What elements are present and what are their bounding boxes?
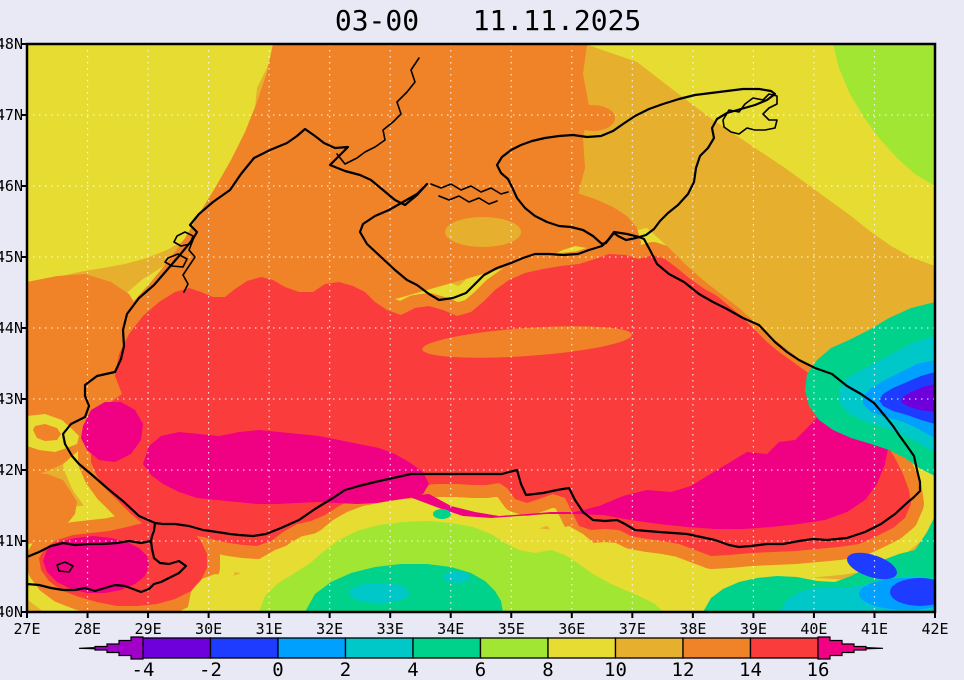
lat-tick-label: 41N [0, 532, 23, 550]
lon-tick-label: 33E [377, 620, 404, 638]
lat-axis-labels: 48N 47N 46N 45N 44N 43N 42N 41N 40N [0, 35, 23, 621]
lon-tick-label: 38E [679, 620, 706, 638]
colorbar-tick-label: 8 [542, 659, 553, 680]
lon-tick-label: 37E [619, 620, 646, 638]
field-magenta-marmara [43, 536, 149, 593]
field-orange-west-pocket-dot [33, 424, 61, 441]
colorbar-segment [749, 637, 819, 659]
colorbar-labels: -4 -2 0 2 4 6 8 10 12 14 16 [132, 659, 830, 680]
coastline-marmara-sea [27, 539, 188, 594]
field-yellowgreen-corner [833, 44, 935, 186]
field-cyan-anatolia-2 [444, 571, 470, 583]
lon-tick-label: 42E [921, 620, 948, 638]
river-dnieper [336, 57, 420, 165]
coastlines [27, 57, 922, 594]
lat-tick-label: 46N [0, 177, 23, 195]
field-cyan-anatolia-1 [349, 583, 409, 603]
title-time: 03-00 [335, 4, 419, 37]
lat-tick-label: 42N [0, 461, 23, 479]
lon-tick-label: 35E [498, 620, 525, 638]
coastline-azov-sea [495, 87, 777, 246]
lon-tick-label: 32E [316, 620, 343, 638]
colorbar-segment [479, 637, 549, 659]
lon-tick-label: 34E [437, 620, 464, 638]
field-cold-se-blue-2 [890, 578, 935, 606]
lon-tick-label: 39E [740, 620, 767, 638]
colorbar-segments [142, 637, 819, 659]
lat-tick-label: 43N [0, 390, 23, 408]
colorbar-tick-label: 6 [475, 659, 486, 680]
colorbar-tick-label: -4 [132, 659, 155, 680]
coastline-bosphorus-strait [149, 521, 157, 543]
lat-tick-label: 44N [0, 319, 23, 337]
lon-tick-label: 36E [558, 620, 585, 638]
temperature-field [27, 44, 935, 612]
field-cold-east-violet [901, 384, 935, 412]
colorbar-tick-label: 2 [340, 659, 351, 680]
colorbar-segment [682, 637, 752, 659]
colorbar-tick-label: 16 [807, 659, 830, 680]
colorbar-tick-label: 0 [272, 659, 283, 680]
field-yellow-northeast [585, 44, 935, 266]
lon-tick-label: 28E [74, 620, 101, 638]
colorbar-left-arrow [78, 636, 144, 660]
title-date: 11.11.2025 [473, 4, 642, 37]
colorbar-segment [277, 637, 347, 659]
colorbar-segment [614, 637, 684, 659]
lon-tick-label: 40E [800, 620, 827, 638]
colorbar-tick-label: 14 [739, 659, 762, 680]
colorbar-right-arrow [817, 636, 884, 660]
colorbar-segment [547, 637, 617, 659]
colorbar-tick-label: -2 [199, 659, 222, 680]
field-orange-streak-in-sea [422, 326, 632, 358]
field-yellow-northwest [27, 44, 275, 282]
lon-tick-label: 31E [256, 620, 283, 638]
coastline-syvash-lagoon [430, 183, 509, 205]
coastline-black-sea [61, 127, 922, 549]
lon-tick-label: 41E [861, 620, 888, 638]
field-golden-crimea-patch [445, 217, 521, 247]
colorbar-segment [209, 637, 279, 659]
lat-tick-label: 47N [0, 106, 23, 124]
field-magenta-west-spot [81, 402, 143, 462]
lon-tick-label: 30E [195, 620, 222, 638]
lat-tick-label: 45N [0, 248, 23, 266]
lat-tick-label: 48N [0, 35, 23, 53]
lat-tick-label: 40N [0, 603, 23, 621]
colorbar-tick-label: 10 [604, 659, 627, 680]
colorbar: -4 -2 0 2 4 6 8 10 12 14 16 [78, 636, 884, 680]
coastline-marmara-island [56, 561, 74, 573]
field-magenta-east-core [407, 354, 891, 529]
field-orange-spot-ne [571, 105, 615, 131]
lon-tick-label: 27E [13, 620, 40, 638]
colorbar-segment [412, 637, 482, 659]
colorbar-tick-label: 12 [672, 659, 695, 680]
lon-tick-label: 29E [135, 620, 162, 638]
field-orange-north [67, 44, 589, 428]
colorbar-segment [142, 637, 212, 659]
field-greencyan-dot [433, 509, 451, 519]
map-plot [27, 44, 935, 612]
field-orange-corner-sw [27, 472, 77, 544]
colorbar-segment [344, 637, 414, 659]
colorbar-tick-label: 4 [407, 659, 418, 680]
lake-northeast [722, 93, 778, 135]
axis-ticks [21, 43, 936, 618]
field-cold-se-blue-1 [847, 552, 897, 580]
lon-axis-labels: 27E 28E 29E 30E 31E 32E 33E 34E 35E 36E 37E 38E 39E 4… [13, 620, 948, 638]
lagoons-danube-delta [164, 231, 196, 293]
